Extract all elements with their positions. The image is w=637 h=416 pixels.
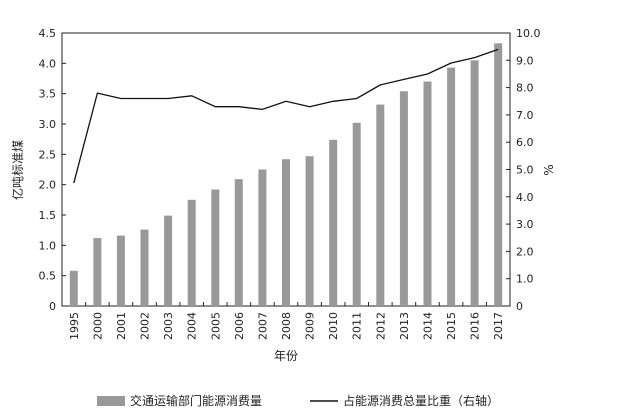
- x-tick-label: 2008: [280, 312, 293, 340]
- y-tick-label: 3.5: [39, 88, 57, 101]
- x-tick-label: 2002: [139, 312, 152, 340]
- bar: [423, 81, 432, 306]
- bar: [164, 215, 173, 306]
- bar: [282, 159, 290, 306]
- y2-axis-label: %: [542, 164, 556, 175]
- x-tick-label: 2015: [445, 312, 458, 340]
- bar: [329, 139, 338, 306]
- bar: [93, 238, 102, 306]
- y-tick-label: 0.5: [39, 270, 57, 283]
- bar: [376, 104, 385, 306]
- y2-tick-label: 3.0: [516, 218, 534, 231]
- y2-tick-label: 6.0: [516, 136, 534, 149]
- y-tick-label: 3.0: [39, 118, 57, 131]
- x-axis-label: 年份: [274, 349, 298, 363]
- legend: 交通运输部门能源消费量 占能源消费总量比重（右轴）: [97, 393, 499, 408]
- x-tick-label: 2004: [186, 312, 199, 340]
- bar: [305, 156, 314, 306]
- x-tick-label: 2012: [374, 312, 387, 340]
- bar: [470, 60, 479, 306]
- x-tick-label: 2014: [421, 312, 434, 340]
- line-series: [73, 48, 499, 184]
- y-tick-label: 2.0: [39, 179, 57, 192]
- y-tick-label: 4.5: [39, 27, 57, 40]
- bar: [140, 229, 149, 306]
- y2-tick-label: 1.0: [516, 273, 534, 286]
- x-tick-label: 2000: [91, 312, 104, 340]
- bar: [187, 199, 196, 306]
- legend-line-label: 占能源消费总量比重（右轴）: [343, 393, 499, 408]
- bar-series: [69, 43, 503, 307]
- x-tick-label: 2013: [398, 312, 411, 340]
- bar: [447, 67, 456, 306]
- y-tick-label: 0: [49, 300, 56, 313]
- y-tick-label: 1.5: [39, 209, 57, 222]
- y2-tick-label: 2.0: [516, 245, 534, 258]
- y2-tick-label: 7.0: [516, 109, 534, 122]
- x-tick-label: 2009: [304, 312, 317, 340]
- bar: [116, 235, 125, 306]
- y2-tick-label: 0: [516, 300, 523, 313]
- x-tick-label: 2003: [162, 312, 175, 340]
- x-axis-ticks: 1995 2000 2001 2002 2003 2004 2005 2006 2007 2008…: [68, 302, 505, 340]
- x-tick-label: 2001: [115, 312, 128, 340]
- bar: [258, 169, 267, 306]
- legend-bar-label: 交通运输部门能源消费量: [130, 393, 262, 408]
- bar: [69, 270, 78, 306]
- bar: [352, 122, 361, 306]
- x-tick-label: 2005: [209, 312, 222, 340]
- x-tick-label: 2016: [469, 312, 482, 340]
- line-path: [73, 48, 499, 184]
- x-tick-label: 2007: [256, 312, 269, 340]
- x-tick-label: 2017: [492, 312, 505, 340]
- x-tick-label: 2011: [351, 312, 364, 340]
- y-axis-left-ticks: 0 0.5 1.0 1.5 2.0 2.5 3.0 3.5 4.0 4.5: [39, 27, 66, 313]
- bar: [234, 179, 243, 306]
- y2-tick-label: 9.0: [516, 54, 534, 67]
- bar: [494, 43, 503, 307]
- legend-bar-swatch: [97, 396, 125, 406]
- y2-tick-label: 10.0: [516, 27, 541, 40]
- y2-tick-label: 8.0: [516, 82, 534, 95]
- y-axis-label: 亿吨标准煤: [10, 140, 25, 200]
- bar: [399, 91, 408, 306]
- x-tick-label: 2010: [327, 312, 340, 340]
- y2-tick-label: 5.0: [516, 164, 534, 177]
- x-tick-label: 2006: [233, 312, 246, 340]
- y-axis-right-ticks: 0 1.0 2.0 3.0 4.0 5.0 6.0 7.0 8.0 9.0 10.0: [506, 27, 541, 313]
- y2-tick-label: 4.0: [516, 191, 534, 204]
- y-tick-label: 4.0: [39, 57, 57, 70]
- x-tick-label: 1995: [68, 312, 81, 340]
- y-tick-label: 2.5: [39, 148, 57, 161]
- y-tick-label: 1.0: [39, 239, 57, 252]
- bar: [211, 189, 220, 306]
